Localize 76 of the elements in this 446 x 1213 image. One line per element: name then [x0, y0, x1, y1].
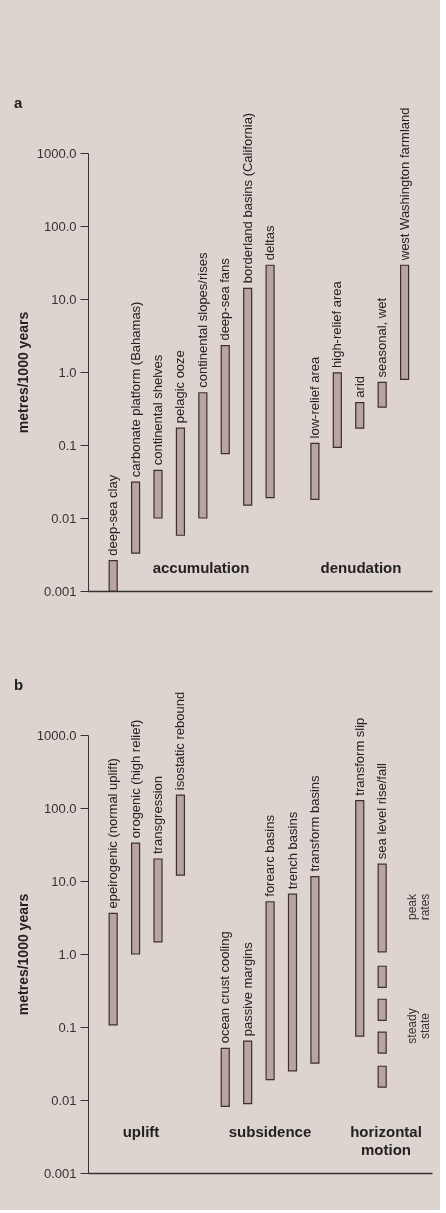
bar — [377, 863, 387, 953]
bar — [399, 264, 410, 381]
category-label: deltas — [262, 225, 278, 261]
y-tick-label: 0.01 — [51, 510, 77, 526]
bar — [130, 842, 141, 955]
category-label: forearc basins — [262, 815, 278, 897]
bar — [265, 264, 275, 499]
annotation: uplift — [122, 1123, 160, 1140]
category-label: borderland basins (California) — [239, 112, 255, 284]
y-tick-label: 1000.0 — [36, 145, 77, 161]
text: peak rates — [405, 892, 432, 921]
bar — [153, 858, 163, 943]
y-tick-label: 1.0 — [58, 364, 77, 380]
category-label: deep-sea fans — [217, 258, 233, 341]
category-label: high-relief area — [329, 281, 345, 368]
category-label: orogenic (high relief) — [127, 719, 143, 839]
category-label: deep-sea clay — [105, 474, 121, 556]
y-axis-title: metres/1000 years — [14, 893, 31, 1016]
category-label: seasonal, wet — [374, 297, 390, 378]
category-label: continental slopes/rises — [194, 252, 210, 388]
y-tick-label: 0.01 — [51, 1092, 77, 1108]
y-tick-label: 0.1 — [58, 1019, 77, 1035]
annotation: denudation — [320, 559, 402, 576]
bar — [287, 893, 298, 1072]
y-tick-label: 100.0 — [43, 800, 77, 816]
annotation: subsidence — [228, 1123, 312, 1140]
category-label: west Washington farmland — [396, 107, 412, 261]
category-label: transgression — [150, 775, 166, 855]
category-label: pelagic ooze — [172, 350, 188, 424]
bar — [377, 1031, 387, 1054]
bar — [332, 372, 342, 448]
bar — [310, 875, 320, 1064]
category-label: sea level rise/fall — [374, 763, 390, 860]
y-tick-label: 10.0 — [51, 291, 77, 307]
y-axis-title: metres/1000 years — [14, 311, 31, 434]
text: steady state — [405, 1008, 432, 1044]
y-tick-label: 0.001 — [43, 1165, 77, 1181]
y-tick-label: 100.0 — [43, 218, 77, 234]
category-label: transform basins — [306, 775, 322, 872]
category-label: carbonate platform (Bahamas) — [127, 301, 143, 478]
category-label: trench basins — [284, 811, 300, 890]
y-tick-label: 1000.0 — [36, 727, 77, 743]
annotation: accumulation — [152, 559, 250, 576]
bar — [310, 442, 320, 500]
bar — [175, 427, 186, 536]
bar — [377, 381, 387, 408]
y-tick-label: 1.0 — [58, 946, 77, 962]
bar — [377, 1065, 387, 1088]
category-label: isostatic rebound — [172, 691, 188, 791]
category-label: ocean crust cooling — [217, 931, 233, 1044]
bar — [355, 402, 365, 429]
category-label: epeirogenic (normal uplift) — [105, 758, 121, 909]
category-label: continental shelves — [150, 354, 166, 466]
y-tick-label: 0.001 — [43, 583, 77, 599]
annotation: horizontal motion — [350, 1123, 422, 1158]
bar — [198, 392, 208, 519]
y-tick-label: 0.1 — [58, 437, 77, 453]
bar — [108, 912, 118, 1026]
category-label: low-relief area — [306, 356, 322, 439]
bar — [243, 287, 253, 506]
bar — [355, 800, 365, 1037]
bar — [377, 965, 387, 988]
category-label: arid — [351, 375, 367, 398]
bar — [175, 794, 186, 876]
chart-title: b — [14, 676, 24, 693]
chart-title: a — [14, 94, 23, 111]
bar — [377, 998, 387, 1022]
y-tick-label: 10.0 — [51, 873, 77, 889]
category-label: passive margins — [239, 942, 255, 1037]
bar — [243, 1040, 253, 1105]
bar — [220, 344, 230, 455]
bar — [265, 901, 275, 1081]
category-label: transform slip — [351, 717, 367, 796]
bar — [153, 469, 163, 519]
bar — [130, 481, 141, 554]
bar — [220, 1047, 230, 1107]
